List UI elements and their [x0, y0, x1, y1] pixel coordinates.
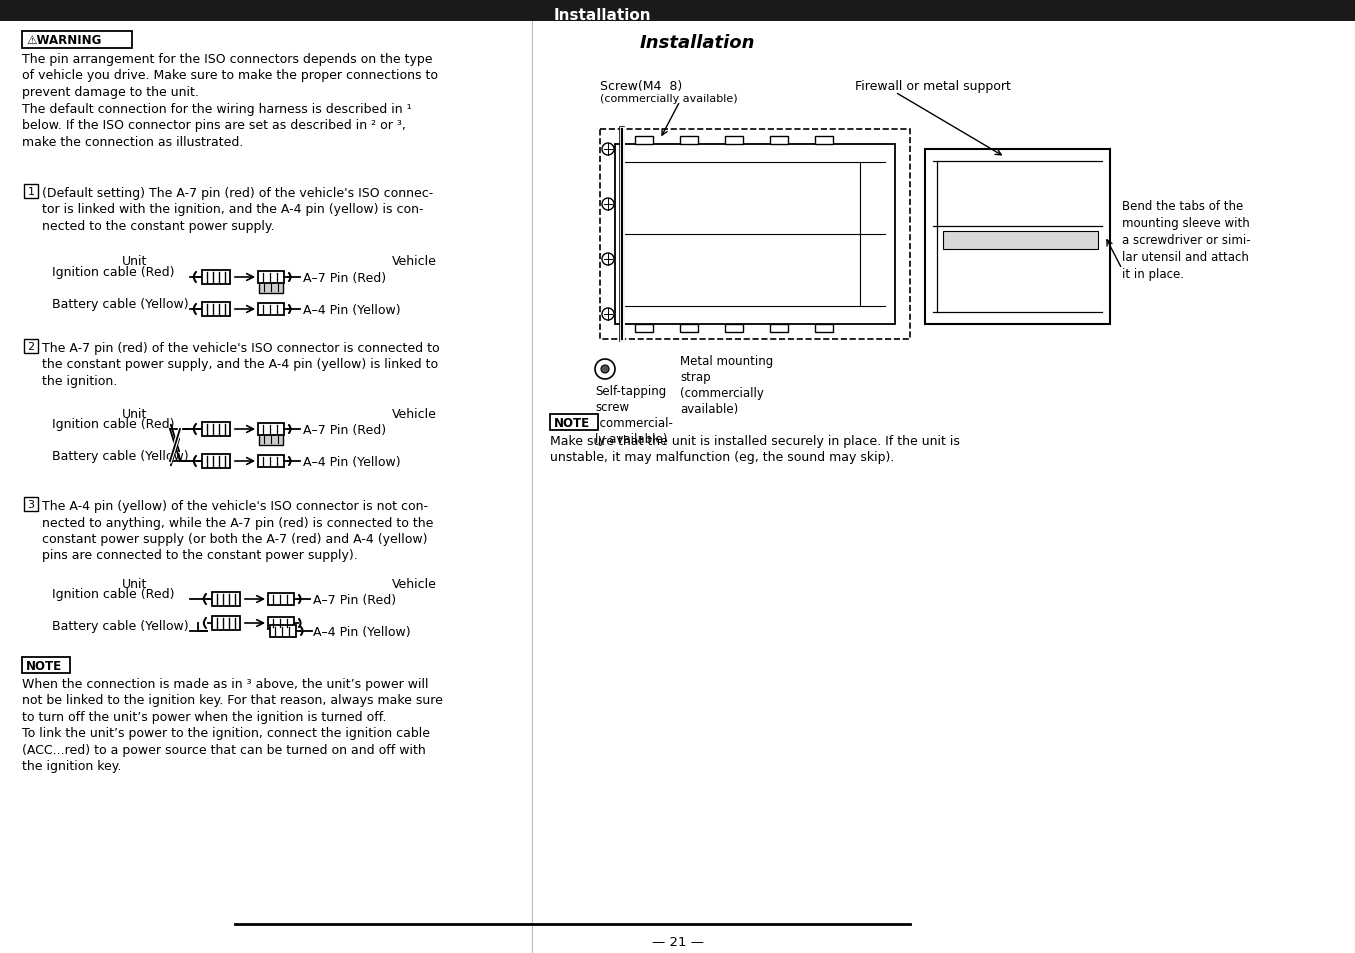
- Bar: [635, 137, 653, 145]
- Text: The A-7 pin (red) of the vehicle's ISO connector is connected to
the constant po: The A-7 pin (red) of the vehicle's ISO c…: [42, 341, 439, 388]
- Bar: [814, 137, 833, 145]
- Bar: [725, 137, 743, 145]
- Bar: [22, 32, 131, 49]
- Text: — 21 —: — 21 —: [652, 935, 703, 948]
- Bar: [270, 625, 295, 638]
- Text: Metal mounting
strap
(commercially
available): Metal mounting strap (commercially avail…: [680, 355, 774, 416]
- Text: Vehicle: Vehicle: [392, 578, 436, 590]
- Text: The A-4 pin (yellow) of the vehicle's ISO connector is not con-
nected to anythi: The A-4 pin (yellow) of the vehicle's IS…: [42, 499, 434, 562]
- Bar: [257, 456, 285, 468]
- Text: Battery cable (Yellow): Battery cable (Yellow): [51, 450, 188, 463]
- Text: Battery cable (Yellow): Battery cable (Yellow): [51, 298, 188, 312]
- Circle shape: [602, 309, 614, 320]
- Bar: [0, 0, 1355, 22]
- Circle shape: [602, 199, 614, 211]
- Bar: [202, 455, 230, 469]
- Bar: [259, 434, 283, 446]
- Circle shape: [602, 144, 614, 156]
- Text: A–4 Pin (Yellow): A–4 Pin (Yellow): [313, 625, 411, 639]
- Text: Bend the tabs of the
mounting sleeve with
a screwdriver or simi-
lar utensil and: Bend the tabs of the mounting sleeve wit…: [1122, 200, 1251, 281]
- Circle shape: [602, 366, 608, 374]
- Text: Installation: Installation: [640, 34, 756, 52]
- Text: Ignition cable (Red): Ignition cable (Red): [51, 588, 175, 601]
- Bar: [211, 617, 240, 630]
- Bar: [680, 137, 698, 145]
- Text: A–7 Pin (Red): A–7 Pin (Red): [304, 272, 386, 285]
- Text: Self-tapping
screw
(commercial-
ly available): Self-tapping screw (commercial- ly avail…: [595, 385, 673, 446]
- Text: The pin arrangement for the ISO connectors depends on the type
of vehicle you dr: The pin arrangement for the ISO connecto…: [22, 53, 438, 149]
- Bar: [259, 282, 283, 294]
- Text: (Default setting) The A-7 pin (red) of the vehicle's ISO connec-
tor is linked w: (Default setting) The A-7 pin (red) of t…: [42, 187, 434, 233]
- Text: Vehicle: Vehicle: [392, 408, 436, 420]
- Text: Battery cable (Yellow): Battery cable (Yellow): [51, 619, 188, 633]
- Text: NOTE: NOTE: [26, 659, 62, 672]
- Text: When the connection is made as in ³ above, the unit’s power will
not be linked t: When the connection is made as in ³ abov…: [22, 678, 443, 773]
- Text: Firewall or metal support: Firewall or metal support: [855, 80, 1011, 92]
- Circle shape: [595, 359, 615, 379]
- Text: (commercially available): (commercially available): [600, 94, 737, 104]
- Text: Vehicle: Vehicle: [392, 254, 436, 268]
- Bar: [24, 339, 38, 354]
- Bar: [202, 303, 230, 316]
- Text: Unit: Unit: [122, 254, 148, 268]
- Bar: [814, 325, 833, 333]
- Text: Unit: Unit: [122, 408, 148, 420]
- Text: Unit: Unit: [122, 578, 148, 590]
- Bar: [202, 271, 230, 285]
- Text: ⚠WARNING: ⚠WARNING: [26, 34, 102, 47]
- Text: NOTE: NOTE: [554, 416, 591, 430]
- Text: 1: 1: [27, 187, 34, 196]
- Text: Ignition cable (Red): Ignition cable (Red): [51, 418, 175, 431]
- Bar: [257, 423, 285, 436]
- Bar: [268, 594, 294, 605]
- Bar: [600, 130, 911, 339]
- Bar: [22, 658, 70, 673]
- Bar: [680, 325, 698, 333]
- Text: Screw(M4  8): Screw(M4 8): [600, 80, 683, 92]
- Bar: [550, 415, 598, 431]
- Bar: [268, 618, 294, 629]
- Text: A–4 Pin (Yellow): A–4 Pin (Yellow): [304, 456, 401, 469]
- Bar: [257, 304, 285, 315]
- Text: Installation: Installation: [554, 9, 652, 24]
- Bar: [635, 325, 653, 333]
- Bar: [24, 497, 38, 512]
- Bar: [615, 145, 896, 325]
- Text: A–7 Pin (Red): A–7 Pin (Red): [304, 423, 386, 436]
- Bar: [24, 185, 38, 199]
- Bar: [725, 325, 743, 333]
- Circle shape: [602, 253, 614, 266]
- Text: 3: 3: [27, 499, 34, 510]
- Bar: [211, 593, 240, 606]
- Text: A–4 Pin (Yellow): A–4 Pin (Yellow): [304, 304, 401, 316]
- Bar: [202, 422, 230, 436]
- Text: Make sure that the unit is installed securely in place. If the unit is
unstable,: Make sure that the unit is installed sec…: [550, 435, 959, 464]
- Bar: [770, 137, 789, 145]
- Text: A–7 Pin (Red): A–7 Pin (Red): [313, 594, 396, 606]
- Bar: [770, 325, 789, 333]
- Bar: [943, 232, 1098, 250]
- Text: Ignition cable (Red): Ignition cable (Red): [51, 266, 175, 279]
- Text: 2: 2: [27, 341, 35, 352]
- Bar: [925, 150, 1110, 325]
- Bar: [257, 272, 285, 284]
